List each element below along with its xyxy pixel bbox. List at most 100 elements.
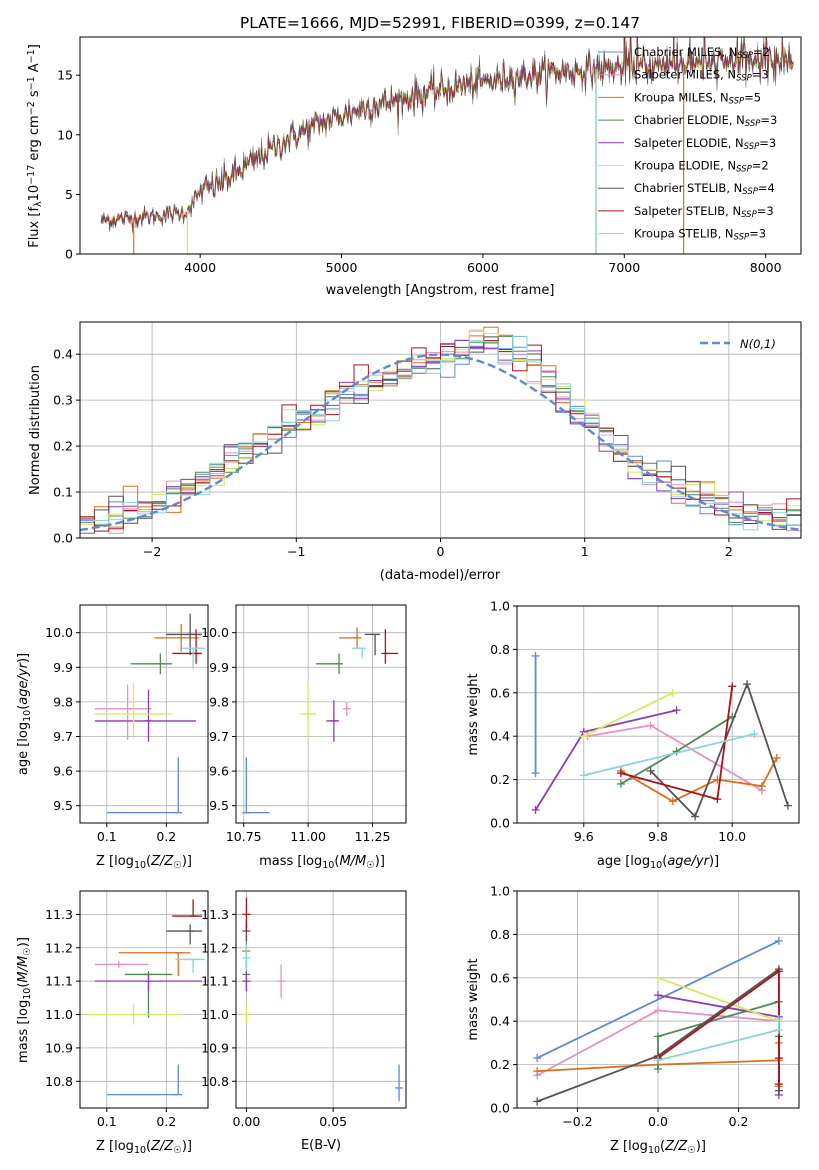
errorbar-point — [181, 647, 206, 670]
legend-label-tail: =3 — [760, 113, 777, 127]
errorbar-point — [154, 624, 200, 652]
legend-label-tail: =3 — [759, 136, 776, 150]
histogram-step-line — [80, 340, 801, 532]
legend-label-sub: SSP — [736, 165, 752, 175]
y-tick-label: 9.6 — [209, 764, 229, 779]
label-part: ( — [334, 854, 339, 869]
y-tick-label: 9.9 — [209, 660, 229, 675]
panel-age_vs_Z: 0.1 0.2 9.5 9.6 9.7 9.8 9.9 10.0 — [45, 604, 209, 844]
y-axis-label-group: Flux [fλ10−17 erg cm−2 s−1 A−1] — [26, 44, 44, 248]
y-tick-label: 9.6 — [53, 764, 73, 779]
plot-area — [531, 651, 792, 821]
y-tick-label: 10.9 — [201, 1040, 229, 1055]
legend-label: Chabrier ELODIE, NSSP=3 — [634, 113, 777, 129]
histogram-step-line — [80, 345, 801, 527]
panel-mass_vs_ebv: 0.00 0.05 10.8 10.9 11.0 11.1 11.2 11.3 — [201, 890, 407, 1129]
x-axis-label: (data-model)/error — [380, 568, 501, 583]
x-tick-label: −0.2 — [562, 1114, 592, 1129]
x-tick-label: 8000 — [750, 260, 782, 275]
y-tick-label: 11.1 — [201, 974, 229, 989]
legend-label: Chabrier MILES, NSSP=2 — [634, 45, 770, 61]
errorbar-point — [242, 944, 251, 972]
plot-area — [80, 326, 801, 534]
errorbar-point — [166, 924, 203, 945]
y-tick-label: 0.0 — [490, 1101, 510, 1116]
errorbar-point — [94, 682, 173, 739]
errorbar-point — [342, 701, 351, 716]
errorbar-point — [300, 682, 316, 739]
errorbar-point — [395, 1064, 404, 1102]
errorbar-point — [339, 627, 362, 649]
label-part: Z [log — [610, 1139, 648, 1154]
y-tick-label: 10 — [57, 127, 73, 142]
label-part: Z/Z — [150, 854, 174, 869]
y-tick-label: 9.7 — [53, 729, 73, 744]
errorbar-point — [85, 1004, 182, 1025]
legend-label: Kroupa STELIB, NSSP=3 — [634, 227, 766, 243]
legend-label-tail: =3 — [749, 227, 766, 241]
label-part: ☉ — [687, 1145, 696, 1156]
label-part: )] — [182, 1139, 192, 1154]
errorbar-point — [106, 1064, 183, 1096]
y-tick-label: 11.1 — [45, 974, 73, 989]
errorbar-point — [94, 684, 152, 740]
weight-series — [531, 651, 540, 778]
x-tick-label: −1 — [287, 544, 305, 559]
y-tick-label: 10.0 — [201, 625, 229, 640]
legend-label-tail: =3 — [752, 68, 769, 82]
errorbar-point — [130, 653, 173, 675]
weight-series — [646, 680, 792, 821]
histogram-step-line — [80, 336, 801, 530]
label-part: −1 — [26, 49, 37, 63]
label-part: Z/Z — [664, 1139, 688, 1154]
label-part: ☉ — [173, 860, 182, 871]
y-tick-label: 9.5 — [209, 798, 229, 813]
weight-series — [654, 1015, 783, 1065]
legend-label-tail: =5 — [744, 90, 761, 104]
y-tick-label: 0.3 — [53, 393, 73, 408]
y-axis-label-group: age [log10(age/yr)] — [16, 653, 33, 775]
label-part: ☉ — [366, 860, 375, 871]
weight-series-line — [536, 940, 780, 1059]
label-part: age [log — [597, 854, 650, 869]
label-part: 10 — [648, 1145, 660, 1156]
x-tick-label: 9.8 — [648, 829, 668, 844]
label-part: )] — [696, 1139, 706, 1154]
weight-series — [533, 936, 783, 1063]
plot-area — [85, 899, 206, 1096]
label-part: )] — [16, 653, 31, 663]
legend-label: Kroupa ELODIE, NSSP=2 — [634, 159, 769, 175]
legend-label-base: Kroupa ELODIE, N — [634, 159, 736, 173]
label-part: ( — [16, 983, 31, 988]
x-tick-label: 10.75 — [226, 829, 262, 844]
legend-label-sub: SSP — [734, 233, 750, 243]
x-tick-label: 0.2 — [729, 1114, 749, 1129]
x-tick-label: 2 — [725, 544, 733, 559]
label-part: )] — [375, 854, 385, 869]
x-tick-label: 0.0 — [648, 1114, 668, 1129]
errorbar-point — [118, 952, 191, 977]
y-tick-label: 1.0 — [490, 599, 510, 614]
errorbar-point — [94, 974, 203, 992]
y-tick-label: 0.4 — [53, 347, 73, 362]
axes-frame — [235, 890, 407, 1109]
label-part: ( — [662, 854, 667, 869]
plot-area — [100, 37, 794, 254]
histogram-step-line — [80, 329, 801, 526]
label-part: ( — [146, 854, 151, 869]
errorbar-point — [175, 958, 206, 973]
label-part: Z [log — [96, 1139, 134, 1154]
x-tick-label: 7000 — [608, 260, 640, 275]
y-tick-label: 0.0 — [53, 531, 73, 546]
y-tick-label: 11.0 — [201, 1007, 229, 1022]
y-tick-label: 9.8 — [209, 694, 229, 709]
label-part: age [log — [16, 722, 31, 775]
label-part: mass [log — [16, 1000, 31, 1063]
y-tick-label: 10.8 — [201, 1074, 229, 1089]
panel-spectrum: 4000 5000 6000 7000 8000 0 5 10 15 — [57, 36, 802, 275]
y-tick-label: 10.0 — [45, 625, 73, 640]
x-tick-label: 0.00 — [232, 1114, 260, 1129]
errorbar-point — [364, 633, 381, 656]
legend-label: Chabrier STELIB, NSSP=4 — [634, 181, 775, 197]
